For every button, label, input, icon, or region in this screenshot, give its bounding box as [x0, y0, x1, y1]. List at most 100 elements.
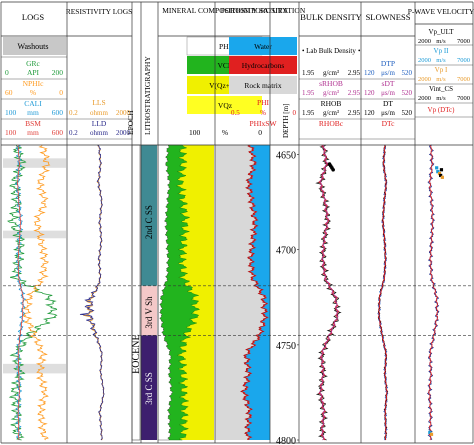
cali-min: 100	[5, 108, 17, 117]
vqz-swatch	[187, 96, 262, 114]
bd3-unit: g/cm³	[323, 109, 339, 117]
hydro-swatch	[229, 56, 297, 74]
cali-max: 600	[52, 108, 64, 117]
resistivity-title: RESISTIVITY LOGS	[66, 7, 133, 16]
slowness-title: SLOWNESS	[366, 12, 411, 22]
lld-unit: ohmm	[90, 129, 108, 137]
logs-title: LOGS	[22, 12, 44, 22]
depth-tick-label-0: 4650	[276, 151, 296, 162]
mineral-scale-right: 0	[258, 128, 262, 137]
lab-density-point-3	[331, 167, 335, 172]
bsm-label: BSM	[25, 119, 41, 128]
vp-ii-label: Vp II	[434, 47, 450, 55]
vqzca-swatch-label: V(Qz+Ca)	[209, 81, 241, 90]
bd1-unit: g/cm³	[323, 69, 339, 77]
washouts-label: Washouts	[18, 42, 49, 51]
vp-point-6	[428, 430, 432, 434]
bsm-unit: mm	[27, 128, 39, 137]
lls-unit: ohmm	[90, 109, 108, 117]
por-scale-right: 0	[293, 109, 297, 117]
depth-axis: 4650 4700 4750 4800	[276, 151, 299, 445]
nphic-unit: %	[30, 88, 36, 97]
vp-i-label: Vp I	[435, 66, 448, 74]
sl1-unit: μs/m	[381, 69, 395, 77]
lab-dot-right: •	[358, 47, 361, 55]
phi-fill	[157, 144, 174, 441]
phixsw-label: PHIxSW	[249, 119, 277, 128]
por-scale-left: 0.5	[231, 109, 240, 117]
unit2-label: 3rd V Sh	[144, 296, 154, 329]
matrix-swatch-label: Rock matrix	[244, 81, 282, 90]
washouts-swatch	[3, 37, 66, 55]
vp-point-5	[435, 166, 439, 170]
lld-max: 2000	[116, 129, 131, 137]
lld-label: LLD	[92, 119, 107, 128]
grc-max: 200	[52, 68, 64, 77]
por-phi-label: PHI	[257, 98, 270, 107]
bd3-max: 2.95	[348, 109, 361, 117]
bsm-curve	[16, 144, 24, 441]
dtc-label: DTc	[382, 119, 395, 128]
bd1-min: 1.95	[302, 69, 315, 77]
srhob-label: sRHOB	[319, 79, 343, 88]
rhob-curve	[315, 144, 342, 441]
vp-point-4	[440, 175, 444, 179]
v4-max: 7000	[457, 95, 470, 102]
v1-min: 2000	[418, 38, 431, 45]
v3-min: 2000	[418, 76, 431, 83]
v4-min: 2000	[418, 95, 431, 102]
rhob-label: RHOB	[321, 99, 342, 108]
washout-zone-2	[3, 363, 66, 374]
sl3-unit: μs/m	[381, 109, 395, 117]
pwave-title: P-WAVE VELOCITY	[408, 7, 474, 16]
bd3-min: 1.95	[302, 109, 315, 117]
vp-point-2	[439, 173, 443, 178]
srhob-curve	[318, 144, 339, 441]
litho-zone-2	[141, 285, 157, 336]
mineral-title: MINERAL COMPOSITION POROSITY	[162, 6, 288, 15]
bd2-min: 1.95	[302, 89, 315, 97]
sdt-label: sDT	[382, 79, 395, 88]
grc-min: 0	[5, 68, 9, 77]
dt-label: DT	[383, 99, 393, 108]
lls-curve	[83, 144, 105, 441]
sl3-min: 120	[364, 109, 375, 117]
matrix-swatch	[229, 76, 297, 94]
lld-min: 0.2	[69, 129, 78, 137]
nphic-curve	[22, 144, 51, 441]
mineral-scale-unit: %	[222, 128, 228, 137]
lld-curve	[79, 144, 105, 441]
litho-title: LITHOSTRATIGRAPHY	[143, 56, 152, 135]
grc-curve	[7, 144, 58, 441]
bsm-max: 600	[52, 128, 64, 137]
dtp-label: DTP	[381, 59, 395, 68]
v2-max: 7000	[457, 57, 470, 64]
mineral-scale-left: 100	[189, 128, 201, 137]
epoch-band	[131, 144, 141, 441]
depth-tick-label-1: 4700	[276, 246, 296, 257]
vint-label: Vint_CS	[429, 85, 453, 93]
data-layer	[3, 144, 472, 441]
depth-title: DEPTH [m]	[282, 104, 290, 138]
rhobc-label: RHOBc	[319, 119, 344, 128]
washout-zone-1	[3, 230, 66, 239]
phi-por-curve	[240, 144, 269, 440]
dtc-curve	[378, 145, 388, 441]
vp-point-1	[437, 171, 442, 176]
vqz-swatch-label: VQz	[218, 101, 233, 110]
v4-unit: m/s	[436, 95, 446, 102]
lab-label: Lab Bulk Density	[306, 47, 356, 55]
sl1-max: 520	[402, 69, 413, 77]
v2-min: 2000	[418, 57, 431, 64]
resistivity-title-text: RESISTIVITY LOGS	[66, 7, 133, 16]
vcl-swatch-label: VCL	[218, 61, 233, 70]
lls-max: 2000	[116, 109, 131, 117]
vint-curve	[426, 144, 440, 440]
unit1-label: 2nd C SS	[144, 205, 154, 239]
sl2-max: 520	[402, 89, 413, 97]
washout-zone-0	[3, 158, 66, 168]
v1-max: 7000	[457, 38, 470, 45]
vp-point-3	[439, 168, 444, 172]
epoch-title: EPOCH	[126, 110, 135, 135]
